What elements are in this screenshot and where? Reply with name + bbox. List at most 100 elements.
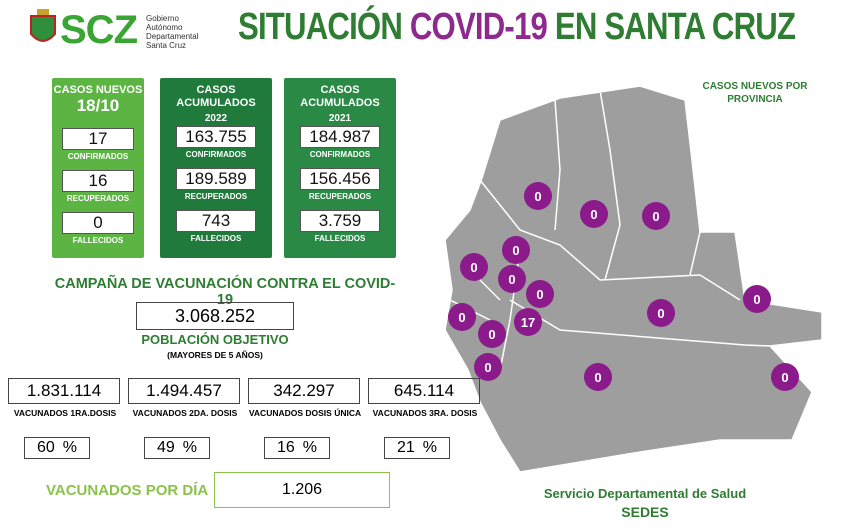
province-marker: 0	[647, 299, 675, 327]
dose-percent-box: 16%	[264, 437, 330, 459]
value: 16	[62, 170, 134, 192]
province-marker: 17	[514, 308, 542, 336]
province-marker: 0	[642, 202, 670, 230]
label: FALLECIDOS	[72, 236, 124, 245]
marker-circle	[502, 236, 530, 264]
marker-circle	[526, 280, 554, 308]
dose-percent-unit: %	[302, 439, 318, 456]
value: 184.987	[300, 126, 380, 148]
coat-of-arms	[30, 9, 56, 42]
title-part: EN SANTA CRUZ	[554, 6, 796, 48]
value: 189.589	[176, 168, 256, 190]
label: FALLECIDOS	[190, 234, 242, 243]
marker-value: 0	[458, 310, 465, 325]
logo-text: Gobierno Autónomo Departamental Santa Cr…	[146, 14, 198, 50]
dose-percent: 16	[276, 439, 295, 456]
province-marker: 0	[580, 200, 608, 228]
marker-circle	[584, 363, 612, 391]
marker-value: 0	[536, 287, 543, 302]
label: RECUPERADOS	[184, 192, 248, 201]
value: 17	[62, 128, 134, 150]
province-marker: 0	[584, 363, 612, 391]
marker-value: 0	[594, 370, 601, 385]
province-marker: 0	[478, 320, 506, 348]
marker-value: 0	[753, 292, 760, 307]
box-title: CASOS NUEVOS	[53, 84, 143, 96]
marker-circle	[642, 202, 670, 230]
marker-value: 17	[521, 315, 535, 330]
marker-value: 0	[657, 306, 664, 321]
logo-line: Autónomo	[146, 23, 183, 32]
value: 163.755	[176, 126, 256, 148]
marker-circle	[743, 285, 771, 313]
value: 156.456	[300, 168, 380, 190]
footer-line1: Servicio Departamental de Salud	[543, 486, 747, 501]
province-marker: 0	[526, 280, 554, 308]
dose-percent: 49	[156, 439, 175, 456]
marker-circle	[460, 253, 488, 281]
marker-circle	[514, 308, 542, 336]
vaccination-title: CAMPAÑA DE VACUNACIÓN CONTRA EL COVID-19	[54, 276, 396, 308]
marker-circle	[771, 363, 799, 391]
province-marker: 0	[771, 363, 799, 391]
value: 0	[62, 212, 134, 234]
marker-value: 0	[470, 260, 477, 275]
label: RECUPERADOS	[308, 192, 372, 201]
box-date: 18/10	[76, 96, 120, 115]
box-year: 2021	[328, 113, 352, 124]
logo-line: Departamental	[146, 32, 199, 41]
dose-value: 1.494.457	[128, 378, 240, 404]
accumulated-box: CASOS ACUMULADOS 2022 163.755 CONFIRMADOS 18…	[160, 78, 272, 258]
label: RECUPERADOS	[66, 194, 130, 203]
dose-percent-box: 49%	[144, 437, 210, 459]
marker-circle	[478, 320, 506, 348]
logo-line: Gobierno	[146, 14, 179, 23]
province-marker: 0	[498, 265, 526, 293]
label: CONFIRMADOS	[67, 152, 129, 161]
dose-value: 1.831.114	[8, 378, 120, 404]
per-day-label: VACUNADOS POR DÍA	[46, 482, 209, 499]
marker-value: 0	[590, 207, 597, 222]
target-label: POBLACIÓN OBJETIVO	[141, 332, 289, 347]
dose-label: VACUNADOS 3RA. DOSIS	[372, 408, 478, 418]
province-marker: 0	[743, 285, 771, 313]
dose-percent-unit: %	[422, 439, 438, 456]
target-note: (MAYORES DE 5 AÑOS)	[167, 350, 263, 360]
title: SITUACIÓN COVID-19 EN SANTA CRUZ	[238, 6, 796, 49]
value: 743	[176, 210, 256, 232]
dose-value: 342.297	[248, 378, 360, 404]
marker-circle	[448, 303, 476, 331]
province-marker: 0	[474, 353, 502, 381]
per-day-value: 1.206	[214, 472, 390, 508]
value: 3.759	[300, 210, 380, 232]
logo: SCZ	[60, 8, 138, 52]
accumulated-box: CASOS ACUMULADOS 2021 184.987 CONFIRMADOS 15…	[284, 78, 396, 258]
dose-percent-unit: %	[182, 439, 198, 456]
title-part: SITUACIÓN	[238, 6, 403, 48]
marker-circle	[647, 299, 675, 327]
title-part: COVID-19	[409, 6, 548, 48]
dose-label: VACUNADOS 1RA.DOSIS	[13, 408, 117, 418]
dose-label: VACUNADOS 2DA. DOSIS	[132, 408, 238, 418]
province-marker: 0	[448, 303, 476, 331]
dose-percent: 21	[396, 439, 415, 456]
label: CONFIRMADOS	[185, 150, 247, 159]
marker-circle	[580, 200, 608, 228]
dose-percent-box: 60%	[24, 437, 90, 459]
footer-line2: SEDES	[621, 504, 669, 520]
dose-percent-box: 21%	[384, 437, 450, 459]
dose-percent: 60	[36, 439, 55, 456]
new-cases-box: CASOS NUEVOS 18/10 17 CONFIRMADOS 16 REC…	[52, 78, 144, 258]
marker-value: 0	[512, 243, 519, 258]
marker-value: 0	[488, 327, 495, 342]
box-title: CASOS ACUMULADOS	[176, 84, 256, 109]
marker-value: 0	[508, 272, 515, 287]
box-title: CASOS ACUMULADOS	[300, 84, 380, 109]
target-value: 3.068.252	[136, 302, 294, 330]
province-marker: 0	[524, 182, 552, 210]
marker-circle	[498, 265, 526, 293]
logo-line: Santa Cruz	[146, 41, 187, 50]
marker-value: 0	[781, 370, 788, 385]
